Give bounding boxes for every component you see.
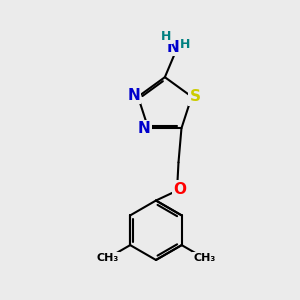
Text: CH₃: CH₃ (96, 253, 119, 263)
Text: N: N (137, 122, 150, 136)
Text: S: S (190, 89, 201, 104)
Text: H: H (161, 30, 172, 43)
Text: O: O (173, 182, 187, 197)
Text: N: N (127, 88, 140, 103)
Text: CH₃: CH₃ (193, 253, 215, 263)
Text: H: H (180, 38, 190, 51)
Text: N: N (167, 40, 180, 55)
